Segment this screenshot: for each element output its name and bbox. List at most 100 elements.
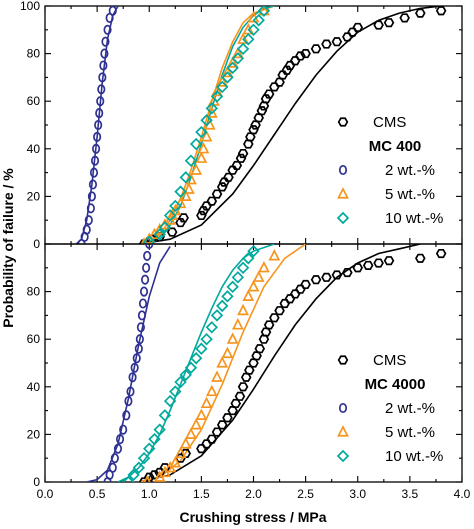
data-point: [252, 14, 265, 27]
data-point: [113, 443, 123, 454]
data-point: [174, 185, 187, 198]
data-point: [216, 299, 229, 313]
data-point: [268, 249, 281, 261]
data-point: [148, 432, 161, 446]
data-point: [134, 343, 143, 354]
data-point: [200, 130, 213, 142]
data-point: [231, 52, 245, 65]
data-point: [373, 20, 384, 30]
data-point: [216, 182, 228, 192]
fit-line: [138, 6, 442, 244]
data-point: [352, 263, 364, 273]
data-point: [124, 396, 133, 407]
data-point: [126, 386, 135, 397]
legend-marker: [337, 425, 349, 437]
data-point: [163, 394, 177, 408]
data-point: [92, 143, 101, 154]
data-point: [383, 18, 395, 28]
data-point: [231, 318, 244, 330]
x-axis-label: Crushing stress / MPa: [179, 509, 326, 525]
data-point: [321, 39, 332, 49]
data-point: [178, 213, 189, 223]
x-tick-label: 4.0: [454, 487, 471, 501]
data-point: [300, 279, 311, 290]
legend-entry: 10 wt.-%: [385, 448, 443, 465]
data-point: [248, 125, 259, 135]
data-point: [179, 189, 192, 201]
data-point: [205, 384, 218, 397]
data-point: [184, 154, 198, 167]
data-point: [331, 270, 343, 280]
data-point: [310, 275, 322, 285]
data-point: [196, 210, 207, 221]
data-point: [108, 462, 117, 473]
data-point: [182, 182, 195, 194]
data-point: [116, 434, 125, 445]
data-point: [435, 248, 447, 259]
bottom-panel: 0 20 40 60 80 0.0 0.5 1.0 1.5 2.0 2.5 3.0 3.5 4.0 CMS M…: [27, 243, 471, 501]
data-point: [142, 262, 151, 273]
data-point: [210, 90, 224, 103]
data-point: [331, 37, 343, 47]
data-point: [132, 461, 146, 474]
data-point: [86, 203, 95, 214]
data-point: [221, 65, 234, 78]
data-point: [195, 151, 208, 163]
data-point: [362, 260, 374, 270]
x-tick-label: 0.5: [89, 487, 106, 501]
data-point: [210, 309, 224, 322]
data-point: [247, 279, 260, 292]
data-point: [247, 244, 260, 258]
data-point: [254, 344, 266, 354]
data-point: [90, 155, 100, 166]
data-point: [169, 385, 182, 398]
data-point: [216, 356, 229, 368]
data-point: [89, 167, 99, 178]
data-point: [103, 24, 112, 35]
data-point: [300, 49, 311, 59]
data-point: [97, 84, 106, 95]
data-point: [281, 65, 293, 75]
legend-entry: CMS: [373, 352, 406, 369]
data-point: [174, 375, 187, 389]
data-point: [99, 60, 108, 71]
x-tick-label: 2.5: [297, 487, 314, 501]
data-point: [127, 468, 140, 482]
data-point: [205, 321, 219, 334]
data-point: [195, 342, 208, 355]
data-point: [119, 424, 128, 435]
data-point: [135, 334, 144, 345]
data-point: [231, 271, 245, 284]
plot-area: [75, 6, 447, 244]
data-point: [435, 6, 447, 16]
legend-entry: 5 wt.-%: [385, 424, 435, 441]
data-point: [169, 199, 182, 213]
data-point: [252, 270, 265, 282]
data-point: [415, 253, 426, 263]
data-point: [211, 370, 223, 382]
data-point: [130, 362, 139, 373]
y-tick-label: 0: [33, 237, 40, 251]
data-point: [158, 409, 172, 422]
data-point: [138, 298, 148, 309]
data-point: [132, 353, 141, 364]
fit-line: [86, 245, 171, 482]
data-point: [205, 102, 219, 115]
data-point: [231, 46, 244, 59]
legend-marker: [336, 211, 350, 225]
fit-line: [75, 6, 119, 244]
data-point: [198, 206, 209, 216]
data-point: [128, 372, 137, 383]
y-tick-label: 20: [27, 427, 41, 441]
data-point: [216, 75, 229, 87]
data-point: [189, 137, 203, 151]
data-point: [373, 258, 384, 268]
legend-marker: [337, 117, 349, 127]
data-point: [153, 228, 166, 241]
x-tick-label: 0.0: [37, 487, 54, 501]
legend-title: MC 400: [369, 138, 422, 155]
data-point: [195, 125, 208, 139]
data-point: [179, 171, 192, 184]
legend-entry: 2 wt.-%: [385, 400, 435, 417]
